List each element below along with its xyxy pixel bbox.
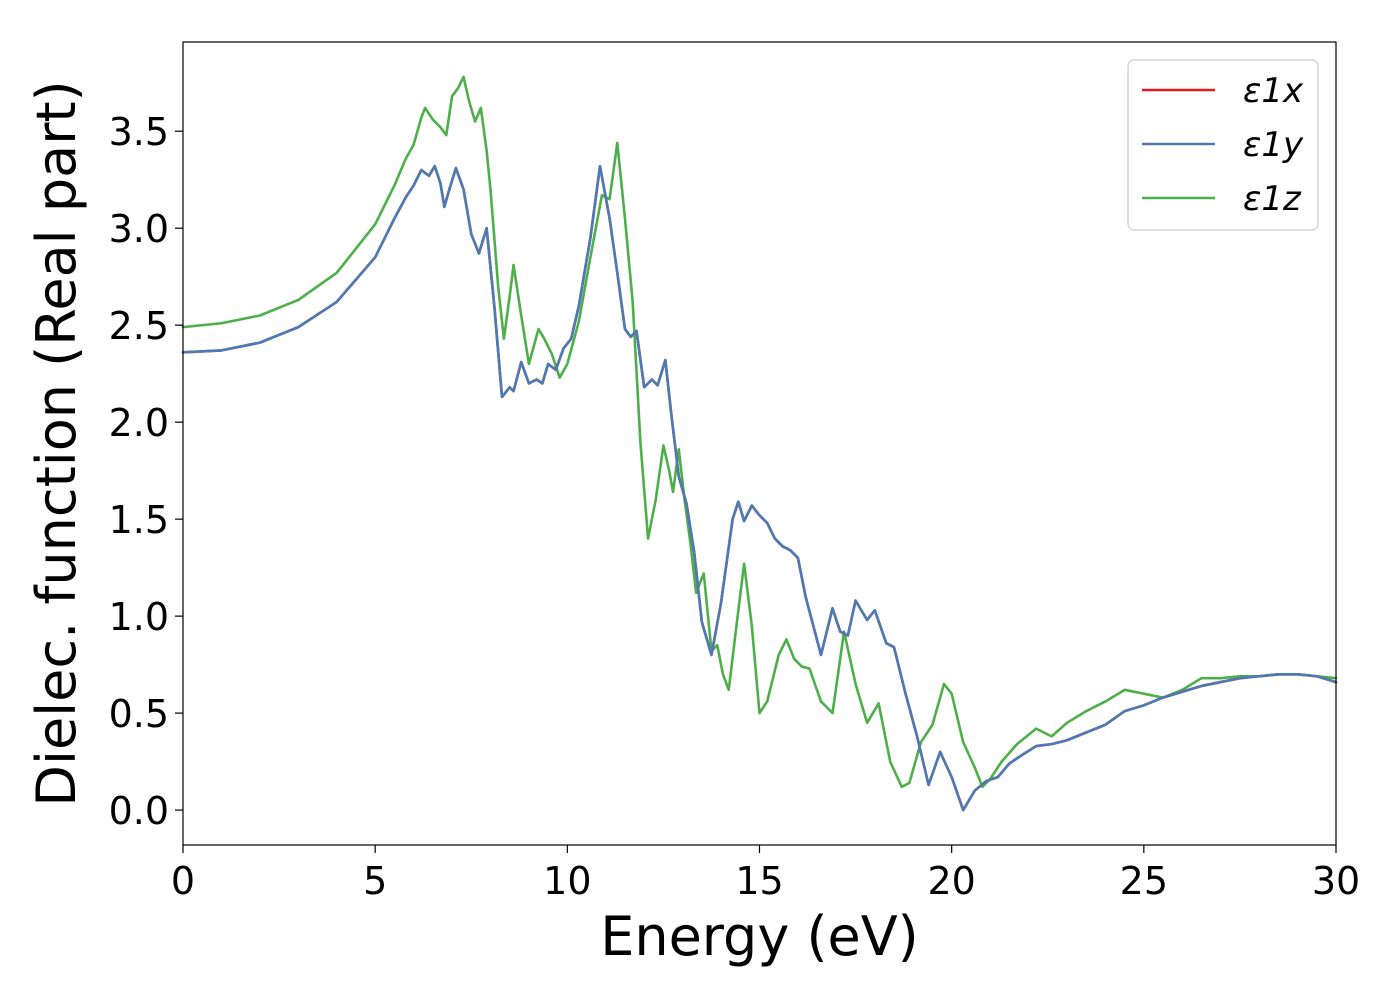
y-tick-label: 0.0 — [109, 789, 169, 833]
x-tick-label: 10 — [543, 859, 591, 903]
y-axis: 0.0 0.5 1.0 1.5 2.0 2.5 3.0 3.5 — [109, 110, 183, 833]
legend-box — [1127, 59, 1319, 231]
legend-label: ε1z — [1243, 179, 1302, 219]
legend-label: ε1y — [1243, 125, 1304, 165]
x-tick-label: 5 — [363, 859, 387, 903]
x-tick-label: 25 — [1120, 859, 1168, 903]
y-tick-label: 1.0 — [109, 595, 169, 639]
x-tick-label: 0 — [171, 859, 195, 903]
y-tick-label: 3.0 — [109, 207, 169, 251]
y-tick-label: 0.5 — [109, 692, 169, 736]
series-line-z — [181, 75, 1338, 789]
series-layer — [181, 75, 1338, 812]
y-tick-label: 2.0 — [109, 401, 169, 445]
y-tick-label: 2.5 — [109, 304, 169, 348]
series-line-y — [181, 164, 1338, 812]
x-axis-label: Energy (eV) — [600, 905, 919, 968]
x-tick-label: 15 — [735, 859, 783, 903]
x-tick-label: 30 — [1312, 859, 1360, 903]
x-axis: 0 5 10 15 20 25 30 — [171, 845, 1360, 903]
x-tick-label: 20 — [927, 859, 975, 903]
y-tick-label: 3.5 — [109, 110, 169, 154]
y-axis-label: Dielec. function (Real part) — [25, 80, 88, 806]
y-tick-label: 1.5 — [109, 498, 169, 542]
legend-label: ε1x — [1243, 71, 1304, 111]
legend: ε1x ε1y ε1z — [1127, 59, 1319, 231]
